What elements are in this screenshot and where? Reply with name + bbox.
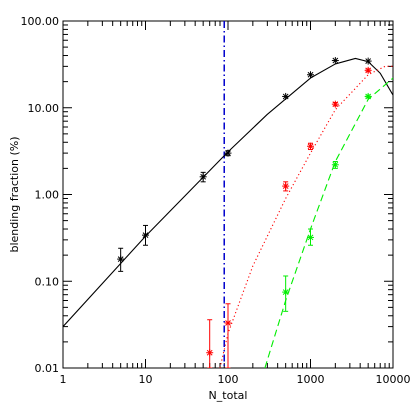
series-1-point xyxy=(364,57,372,65)
plot-area xyxy=(63,21,393,368)
x-tick-label: 1000 xyxy=(297,373,325,386)
asterisk-stroke xyxy=(206,349,213,356)
y-axis-label: blending fraction (%) xyxy=(8,136,21,252)
y-tick-label: 1.00 xyxy=(35,189,60,202)
series-3-curve xyxy=(264,77,393,368)
x-tick-label: 10000 xyxy=(376,373,411,386)
series-1-curve xyxy=(63,57,393,327)
series-1-point xyxy=(307,71,314,79)
y-tick-label: 0.10 xyxy=(35,275,60,288)
asterisk-stroke xyxy=(365,93,372,100)
series-2-point xyxy=(224,319,232,327)
asterisk-stroke xyxy=(332,101,339,108)
series-2-point xyxy=(364,66,372,74)
series-1-point xyxy=(224,149,232,157)
asterisk-stroke xyxy=(117,256,124,262)
asterisk-stroke xyxy=(282,93,289,100)
asterisk-stroke xyxy=(332,161,339,168)
series-3-point xyxy=(282,288,290,296)
series-1-point xyxy=(199,173,207,181)
asterisk-stroke xyxy=(365,67,372,74)
series-1-point xyxy=(142,231,149,239)
asterisk-stroke xyxy=(307,234,314,241)
y-tick-label: 10.00 xyxy=(28,102,60,115)
x-axis-label: N_total xyxy=(209,389,248,402)
series-3-point xyxy=(364,92,372,100)
asterisk-stroke xyxy=(225,320,231,326)
x-tick-label: 1 xyxy=(60,373,67,386)
asterisk-stroke xyxy=(225,150,231,156)
y-tick-label: 100.00 xyxy=(21,15,60,28)
asterisk-stroke xyxy=(282,289,289,295)
asterisk-stroke xyxy=(142,232,149,239)
series-2-curve xyxy=(219,65,393,368)
asterisk-stroke xyxy=(307,71,314,78)
series-3-point xyxy=(331,161,339,169)
asterisk-stroke xyxy=(365,58,372,64)
asterisk-stroke xyxy=(332,57,339,64)
x-tick-label: 10 xyxy=(139,373,153,386)
asterisk-stroke xyxy=(200,173,207,180)
series-1-point xyxy=(117,255,125,263)
series-3-point xyxy=(307,233,314,241)
series-1-point xyxy=(282,92,290,100)
series-2-point xyxy=(331,100,339,108)
series-2-point xyxy=(206,349,214,357)
asterisk-stroke xyxy=(282,183,289,189)
series-2-point xyxy=(282,182,290,190)
x-tick-label: 100 xyxy=(218,373,239,386)
tick-labels: 1 10 100 1000 10000 0.01 0.10 1.00 10.00 100.00 xyxy=(21,15,411,386)
y-tick-label: 0.01 xyxy=(35,362,60,375)
asterisk-stroke xyxy=(307,143,314,150)
series-2-point xyxy=(307,142,314,150)
series-1-point xyxy=(331,57,339,65)
